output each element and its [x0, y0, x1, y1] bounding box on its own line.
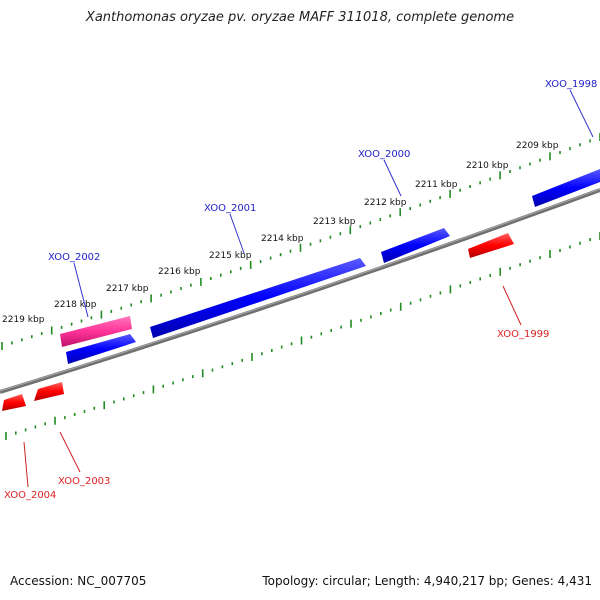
gene-label-xoo-2002[interactable]: XOO_2002 — [48, 252, 100, 263]
gene-xoo-2002-highlight[interactable] — [60, 316, 132, 347]
gene-xoo-2004[interactable] — [2, 394, 26, 411]
accession-text: Accession: NC_007705 — [10, 574, 147, 588]
gene-label-xoo-2004[interactable]: XOO_2004 — [4, 490, 56, 501]
tick-label-2214: 2214 kbp — [261, 234, 304, 244]
tick-label-2211: 2211 kbp — [415, 180, 458, 190]
inner-tick-ring — [5, 232, 600, 440]
gene-label-xoo-2001[interactable]: XOO_2001 — [204, 203, 256, 214]
forward-genes — [60, 169, 600, 364]
summary-text: Topology: circular; Length: 4,940,217 bp… — [262, 574, 592, 588]
tick-label-2213: 2213 kbp — [313, 217, 356, 227]
page-title: Xanthomonas oryzae pv. oryzae MAFF 31101… — [85, 10, 515, 25]
gene-xoo-2000[interactable] — [381, 228, 450, 263]
tick-label-2215: 2215 kbp — [209, 251, 252, 261]
tick-label-2217: 2217 kbp — [106, 284, 149, 294]
tick-label-2219: 2219 kbp — [2, 315, 45, 325]
gene-xoo-1999[interactable] — [468, 233, 514, 258]
gene-xoo-2002[interactable] — [66, 334, 136, 364]
tick-label-2218: 2218 kbp — [54, 300, 97, 310]
gene-label-xoo-2000[interactable]: XOO_2000 — [358, 149, 410, 160]
reverse-genes — [2, 233, 514, 411]
tick-label-2210: 2210 kbp — [466, 161, 509, 171]
tick-label-2209: 2209 kbp — [516, 141, 559, 151]
genome-backbone — [0, 188, 600, 394]
tick-labels: 2209 kbp 2210 kbp 2211 kbp 2212 kbp 2213… — [2, 141, 559, 325]
gene-leader-lines — [23, 89, 594, 488]
gene-labels: XOO_1998 XOO_2000 XOO_2001 XOO_2002 XOO_… — [4, 79, 597, 501]
tick-label-2212: 2212 kbp — [364, 198, 407, 208]
tick-label-2216: 2216 kbp — [158, 267, 201, 277]
gene-label-xoo-2003[interactable]: XOO_2003 — [58, 476, 110, 487]
gene-label-xoo-1998[interactable]: XOO_1998 — [545, 79, 597, 90]
gene-xoo-2003[interactable] — [34, 382, 64, 401]
gene-xoo-1998[interactable] — [532, 169, 600, 207]
outer-tick-ring — [1, 133, 600, 350]
gene-xoo-2001[interactable] — [150, 258, 366, 338]
gene-label-xoo-1999[interactable]: XOO_1999 — [497, 329, 549, 340]
